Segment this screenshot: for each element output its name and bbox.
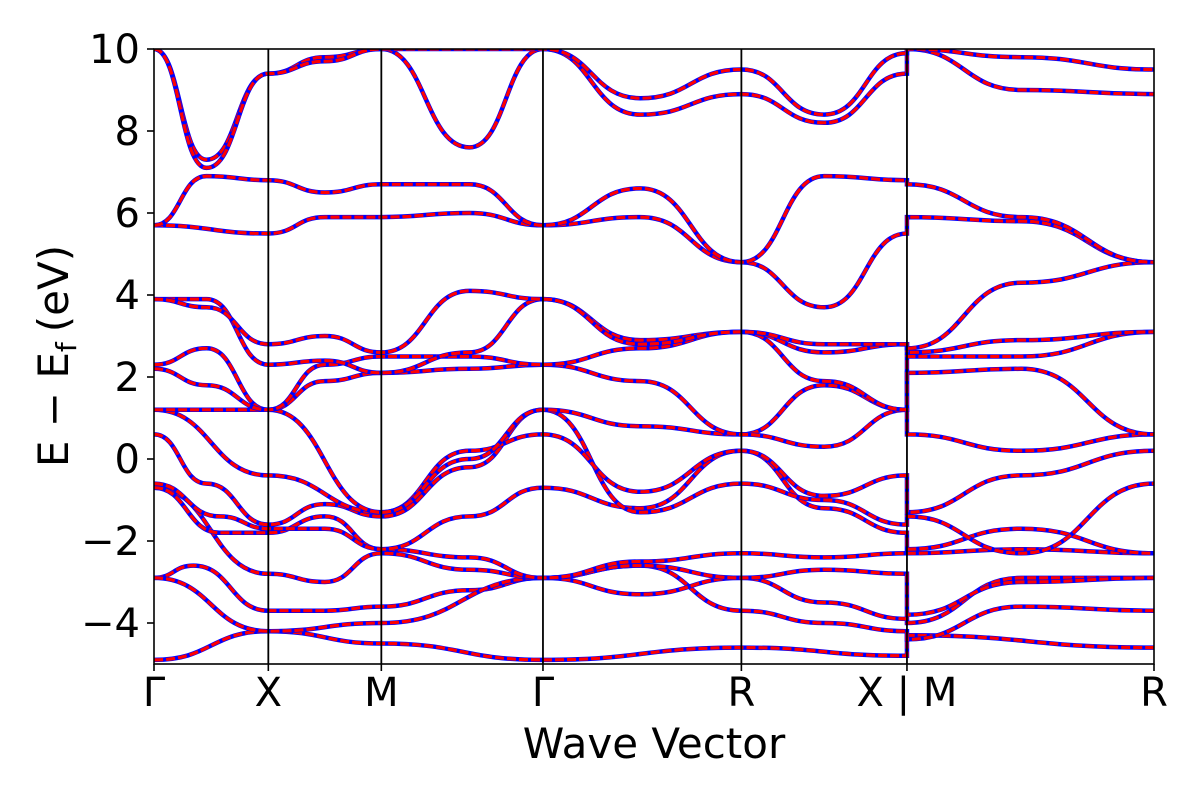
band-6-red [154, 408, 1154, 555]
y-axis-title-subscript: f [50, 341, 83, 352]
x-axis-title: Wave Vector [523, 719, 786, 768]
band-3-red [154, 486, 1154, 617]
band-0-blue [154, 628, 1154, 663]
y-axis-title-unit: (eV) [29, 245, 78, 332]
plot-frame [153, 48, 1155, 665]
x-tick-label-1: X [255, 670, 282, 716]
band-14-red [154, 174, 1154, 264]
y-tick-label-2: 0 [115, 437, 140, 483]
band-2-red [154, 576, 1154, 633]
band-4-red [154, 486, 1154, 580]
band-12-red [154, 260, 1154, 355]
y-axis-title: E − Ef (eV) [29, 245, 83, 467]
y-tick-label-7: 10 [89, 27, 140, 73]
x-tick-label-4: R [727, 670, 755, 716]
band-5-red [154, 449, 1154, 555]
band-8-red [154, 383, 1154, 514]
y-axis-ticks: −4 −2 0 2 4 6 8 10 [81, 27, 154, 647]
x-tick-label-0: Γ [143, 670, 166, 716]
y-axis-title-main: E − E [29, 352, 78, 467]
y-tick-label-3: 2 [115, 355, 140, 401]
band-10-red [154, 330, 1154, 412]
x-tick-label-3: Γ [532, 670, 555, 716]
band-16-blue [154, 49, 1154, 171]
band-2-blue [154, 575, 1154, 634]
band-lines [154, 49, 1154, 663]
y-tick-label-5: 6 [115, 191, 140, 237]
x-tick-label-2: M [364, 670, 399, 716]
x-tick-label-6: R [1140, 670, 1168, 716]
kpoint-vertical-lines [267, 49, 908, 664]
band-13-red [154, 211, 1154, 309]
band-7-red [154, 408, 1154, 514]
y-tick-label-1: −2 [81, 519, 140, 565]
x-tick-label-5: X | M [857, 670, 958, 716]
band-13-blue [154, 210, 1154, 310]
band-5-blue [154, 448, 1154, 556]
y-tick-label-6: 8 [115, 109, 140, 155]
y-tick-label-0: −4 [81, 601, 140, 647]
y-tick-label-4: 4 [115, 273, 140, 319]
x-axis-ticks: Γ X M Γ R X | M R [143, 664, 1168, 716]
